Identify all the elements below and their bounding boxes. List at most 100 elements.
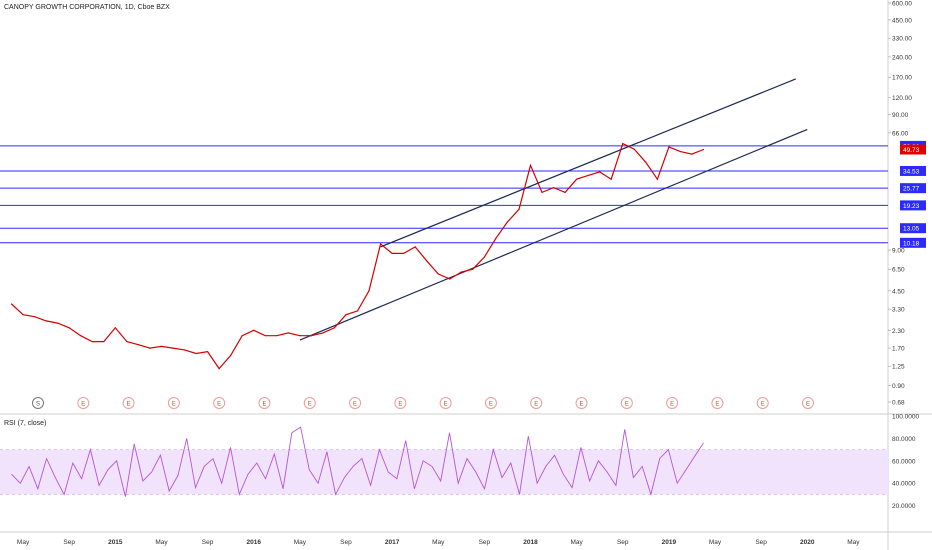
price-point — [103, 340, 105, 343]
time-tick-label: May — [155, 539, 168, 546]
earnings-marker-label: E — [444, 402, 448, 408]
price-point — [483, 256, 485, 258]
level-tag-label: 34.53 — [903, 168, 920, 175]
earnings-marker — [575, 397, 588, 409]
earnings-marker — [802, 397, 814, 409]
price-tick-label: 240.00 — [892, 54, 912, 61]
price-point — [80, 335, 82, 337]
earnings-marker-label: E — [127, 402, 131, 408]
earnings-marker-label: S — [36, 402, 40, 408]
rsi-tick-label: 40.0000 — [892, 481, 916, 488]
earnings-marker — [530, 397, 543, 409]
last-price-tag — [900, 144, 926, 155]
earnings-marker-label: E — [262, 402, 266, 408]
price-point — [518, 208, 520, 210]
price-tick-label: 120.00 — [892, 95, 912, 102]
price-point — [45, 320, 47, 322]
time-tick-label: Sep — [340, 539, 352, 546]
level-tag — [900, 223, 926, 234]
earnings-marker-label: E — [715, 402, 719, 408]
price-point — [414, 246, 416, 248]
rsi-band — [0, 449, 888, 495]
price-point — [114, 327, 116, 329]
earnings-marker — [77, 397, 90, 409]
price-point — [426, 260, 428, 262]
price-point — [610, 178, 612, 180]
earnings-marker-label: E — [625, 402, 629, 408]
price-point — [437, 273, 439, 275]
price-point — [276, 335, 278, 337]
price-point — [449, 278, 451, 280]
price-point — [195, 352, 197, 355]
price-point — [230, 354, 232, 357]
price-point — [172, 347, 174, 349]
earnings-marker — [620, 397, 633, 409]
price-tick-label: 450.00 — [892, 17, 912, 24]
time-tick-label: May — [432, 539, 445, 546]
earnings-marker-label: E — [217, 402, 221, 408]
price-point — [206, 351, 209, 353]
price-point — [552, 187, 555, 189]
price-tick-label: 600.00 — [892, 1, 912, 8]
time-tick-label: Sep — [755, 539, 767, 546]
price-point — [587, 174, 589, 177]
level-tag — [900, 183, 926, 194]
price-point — [403, 252, 405, 255]
earnings-marker — [349, 397, 362, 409]
price-point — [183, 349, 186, 351]
price-point — [57, 322, 59, 324]
earnings-marker-label: E — [353, 402, 357, 408]
earnings-marker-label: E — [489, 402, 493, 408]
earnings-marker — [484, 397, 497, 409]
price-point — [299, 335, 301, 337]
level-tag — [900, 165, 926, 176]
earnings-marker-label: E — [81, 402, 85, 408]
price-point — [241, 335, 243, 337]
price-point — [264, 335, 266, 337]
price-point — [702, 148, 705, 151]
price-point — [541, 191, 543, 193]
time-tick-label: May — [847, 539, 860, 546]
earnings-marker — [122, 397, 135, 409]
price-tick-label: 0.90 — [892, 383, 905, 390]
chart-title: CANOPY GROWTH CORPORATION, 1D, Cboe BZX — [4, 4, 170, 11]
earnings-marker-label: E — [806, 402, 810, 408]
price-point — [379, 243, 382, 245]
price-point — [218, 367, 220, 370]
price-point — [126, 340, 128, 343]
price-point — [495, 237, 497, 239]
time-tick-label: 2018 — [523, 539, 538, 546]
rsi-tick-label: 20.0000 — [892, 503, 916, 510]
price-point — [345, 314, 347, 316]
time-tick-label: Sep — [479, 539, 491, 546]
price-point — [506, 221, 509, 223]
level-tag-label: 19.23 — [903, 203, 920, 210]
price-point — [633, 148, 635, 150]
price-point — [137, 344, 139, 346]
price-point — [645, 161, 647, 163]
time-tick-label: 2016 — [246, 539, 261, 546]
price-point — [679, 150, 682, 153]
price-point — [10, 303, 13, 305]
price-point — [472, 268, 474, 270]
earnings-marker — [258, 397, 271, 409]
channel-line — [380, 78, 796, 248]
time-axis: May Sep 2015 May Sep 2016 May Sep 2017 May Sep 2018… — [0, 531, 932, 546]
price-line — [11, 142, 704, 370]
price-point — [391, 252, 393, 255]
price-tick-label: 3.30 — [892, 307, 905, 314]
earnings-marker — [439, 397, 452, 409]
level-tag-label: 25.77 — [903, 186, 920, 193]
price-tick-label: 90.00 — [892, 112, 909, 119]
price-point — [668, 146, 670, 148]
level-tag — [900, 200, 926, 211]
rsi-tick-label: 80.0000 — [892, 436, 916, 443]
earnings-marker-label: E — [670, 402, 674, 408]
earnings-marker — [303, 397, 316, 409]
price-tick-label: 0.68 — [892, 400, 905, 407]
time-tick-label: Sep — [617, 539, 629, 546]
price-point — [333, 327, 336, 329]
earnings-marker-label: E — [761, 402, 765, 408]
